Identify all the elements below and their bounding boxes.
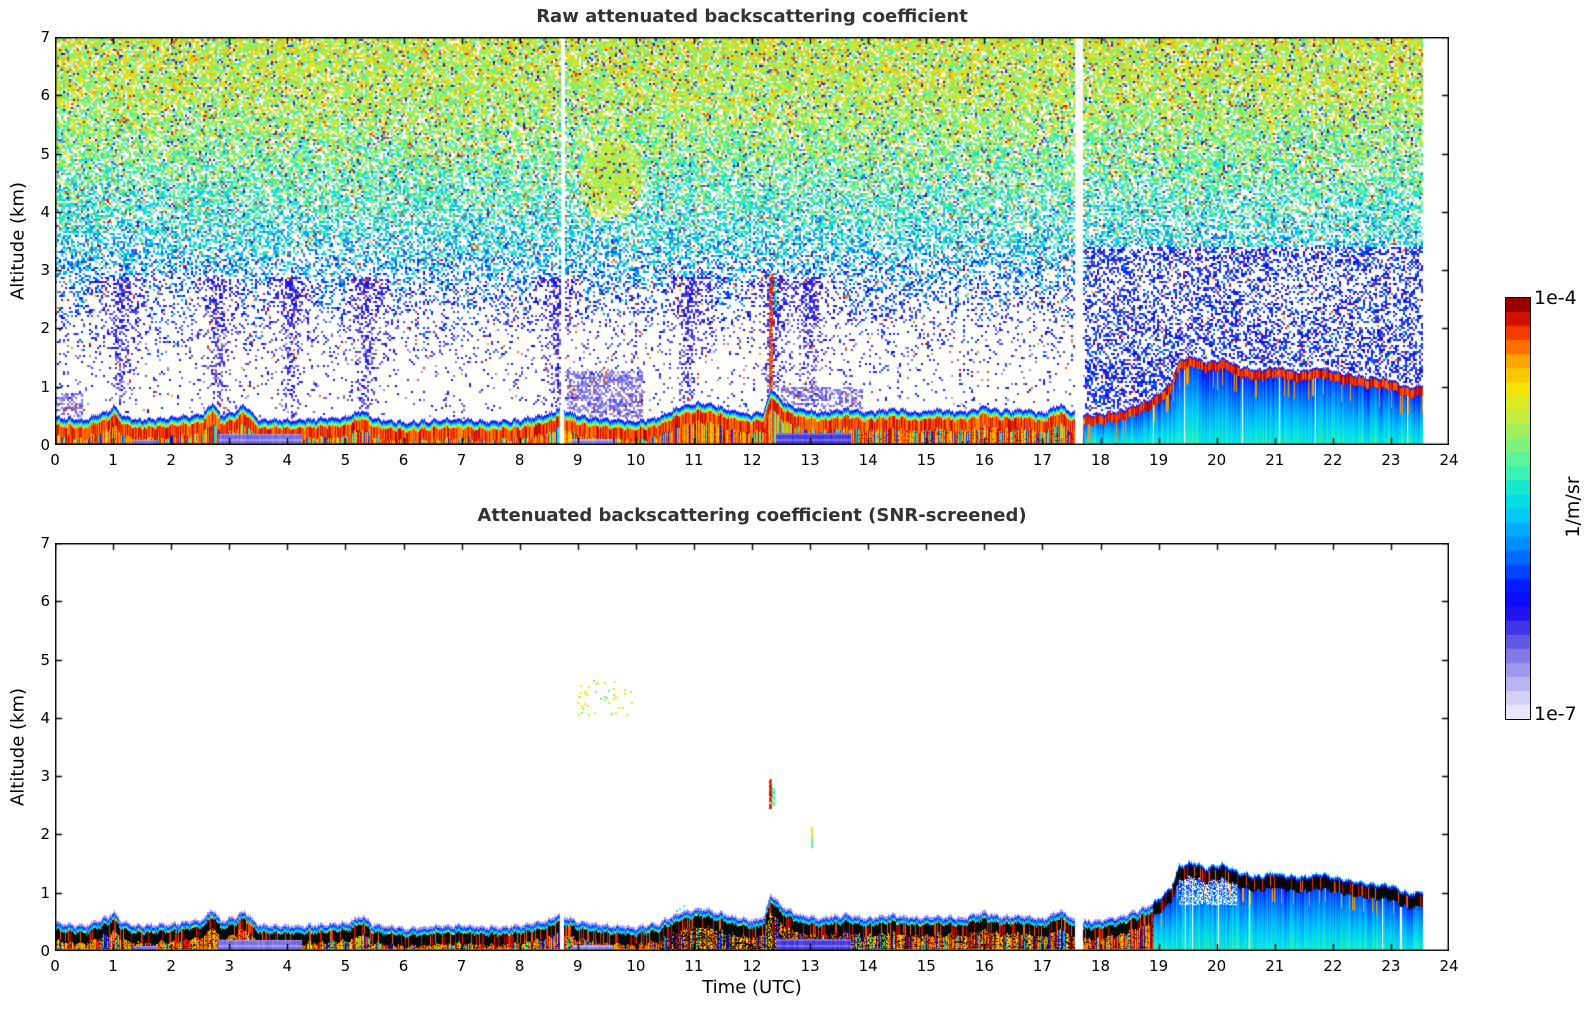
y-tick-label: 3 — [40, 261, 50, 280]
x-tick-label: 10 — [626, 957, 646, 975]
x-tick-label: 18 — [1090, 957, 1111, 975]
y-tick-label: 1 — [40, 883, 50, 902]
x-tick-label: 14 — [858, 957, 878, 975]
y-tick-label: 2 — [40, 825, 50, 844]
x-tick-label: 3 — [224, 957, 235, 975]
x-tick-label: 14 — [858, 451, 878, 469]
x-tick-label: 4 — [282, 451, 293, 469]
x-tick-label: 16 — [974, 451, 994, 469]
x-tick-label: 23 — [1381, 957, 1401, 975]
x-tick-label: 6 — [398, 957, 409, 975]
x-tick-label: 21 — [1265, 957, 1285, 975]
x-tick-label: 22 — [1323, 451, 1343, 469]
x-tick-label: 1 — [108, 957, 118, 975]
colorbar-max-label: 1e-4 — [1534, 287, 1577, 309]
x-tick-label: 0 — [50, 451, 60, 469]
x-tick-label: 6 — [398, 451, 409, 469]
x-tick-label: 13 — [800, 957, 820, 975]
y-tick-label: 3 — [40, 767, 50, 786]
x-tick-label: 15 — [916, 957, 936, 975]
x-tick-label: 8 — [514, 451, 525, 469]
top-y-axis-label: Altitude (km) — [7, 181, 29, 301]
bottom-y-axis-label: Altitude (km) — [7, 687, 29, 807]
y-tick-label: 0 — [40, 942, 50, 960]
x-tick-label: 17 — [1032, 957, 1052, 975]
x-tick-label: 9 — [572, 957, 583, 975]
y-tick-label: 6 — [40, 592, 50, 611]
x-tick-label: 23 — [1381, 451, 1401, 469]
x-tick-label: 5 — [340, 957, 351, 975]
top-chart-title: Raw attenuated backscattering coefficien… — [536, 6, 968, 27]
x-tick-label: 2 — [166, 451, 176, 469]
x-tick-label: 19 — [1149, 957, 1169, 975]
y-tick-label: 6 — [40, 86, 50, 105]
y-tick-label: 7 — [40, 534, 50, 552]
y-tick-label: 0 — [40, 436, 50, 454]
x-tick-label: 15 — [916, 451, 936, 469]
colorbar-unit-label: 1/m/sr — [1562, 476, 1584, 538]
x-tick-label: 10 — [626, 451, 646, 469]
screened-backscatter-heatmap — [55, 543, 1449, 951]
raw-backscatter-heatmap — [55, 37, 1449, 445]
x-tick-label: 16 — [974, 957, 994, 975]
y-tick-label: 7 — [40, 28, 50, 46]
x-tick-label: 4 — [282, 957, 293, 975]
y-tick-label: 2 — [40, 319, 50, 338]
x-tick-label: 21 — [1265, 451, 1285, 469]
x-tick-label: 5 — [340, 451, 351, 469]
x-tick-label: 20 — [1207, 451, 1227, 469]
x-tick-label: 7 — [456, 451, 467, 469]
x-tick-label: 8 — [514, 957, 525, 975]
y-tick-label: 4 — [40, 708, 50, 727]
y-tick-label: 5 — [40, 650, 50, 669]
x-tick-label: 1 — [108, 451, 118, 469]
colorbar-min-label: 1e-7 — [1534, 703, 1577, 725]
x-tick-label: 3 — [224, 451, 235, 469]
x-tick-label: 13 — [800, 451, 820, 469]
x-tick-label: 24 — [1439, 451, 1459, 469]
x-tick-label: 17 — [1032, 451, 1052, 469]
x-tick-label: 11 — [684, 451, 704, 469]
x-tick-label: 18 — [1090, 451, 1111, 469]
x-axis-label: Time (UTC) — [702, 977, 802, 998]
colorbar — [1505, 297, 1531, 720]
x-tick-label: 9 — [572, 451, 583, 469]
y-tick-label: 5 — [40, 144, 50, 163]
x-tick-label: 7 — [456, 957, 467, 975]
x-tick-label: 2 — [166, 957, 176, 975]
x-tick-label: 19 — [1149, 451, 1169, 469]
x-tick-label: 22 — [1323, 957, 1343, 975]
x-tick-label: 0 — [50, 957, 60, 975]
x-tick-label: 12 — [742, 957, 762, 975]
x-tick-label: 11 — [684, 957, 704, 975]
x-tick-label: 20 — [1207, 957, 1227, 975]
bottom-chart-title: Attenuated backscattering coefficient (S… — [477, 505, 1027, 526]
y-tick-label: 1 — [40, 377, 50, 396]
x-tick-label: 12 — [742, 451, 762, 469]
y-tick-label: 4 — [40, 202, 50, 221]
x-tick-label: 24 — [1439, 957, 1459, 975]
